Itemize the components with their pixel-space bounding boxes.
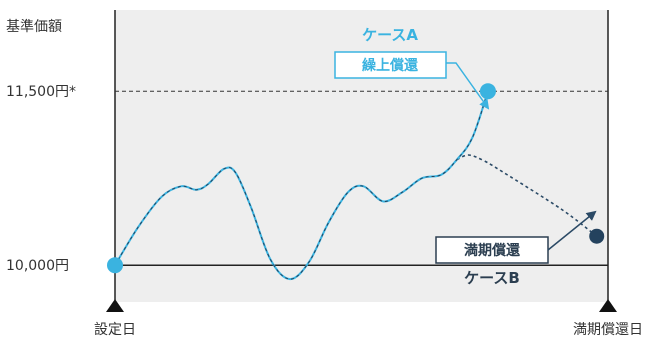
x-label-end: 満期償還日 <box>573 322 643 338</box>
case-a-label: 繰上償還 <box>362 57 419 74</box>
series-line-case-b <box>456 154 598 237</box>
case-b-title: ケースB <box>464 269 520 287</box>
case-a-label-box <box>334 51 447 79</box>
y-tick-label-11500: 11,500円* <box>6 84 76 100</box>
y-tick-label-10000: 10,000円 <box>6 258 69 274</box>
case-a-arrow <box>446 62 490 110</box>
y-axis-label: 基準価額 <box>6 18 62 35</box>
case-b-end-point <box>589 228 605 244</box>
case-a-end-point <box>479 83 496 100</box>
x-label-start: 設定日 <box>94 322 136 338</box>
start-triangle-marker <box>106 299 124 312</box>
start-point <box>107 257 123 274</box>
end-triangle-marker <box>599 299 617 312</box>
case-a-title: ケースA <box>362 26 418 44</box>
case-b-arrow <box>547 210 597 251</box>
case-b-label: 満期償還 <box>464 242 521 259</box>
series-line-case-a <box>114 90 489 281</box>
